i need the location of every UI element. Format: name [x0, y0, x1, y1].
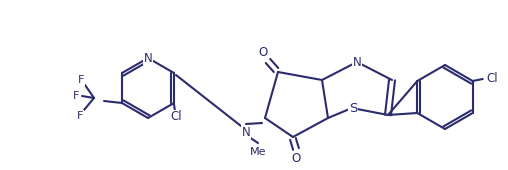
- Text: Me: Me: [250, 147, 266, 157]
- Text: N: N: [242, 125, 250, 139]
- Text: Cl: Cl: [170, 110, 182, 123]
- Text: N: N: [353, 55, 361, 69]
- Text: F: F: [77, 111, 83, 121]
- Text: S: S: [349, 103, 357, 115]
- Text: N: N: [144, 52, 152, 64]
- Text: Cl: Cl: [486, 72, 497, 86]
- Text: O: O: [259, 46, 268, 58]
- Text: O: O: [292, 151, 301, 165]
- Text: F: F: [78, 75, 84, 85]
- Text: F: F: [73, 91, 79, 101]
